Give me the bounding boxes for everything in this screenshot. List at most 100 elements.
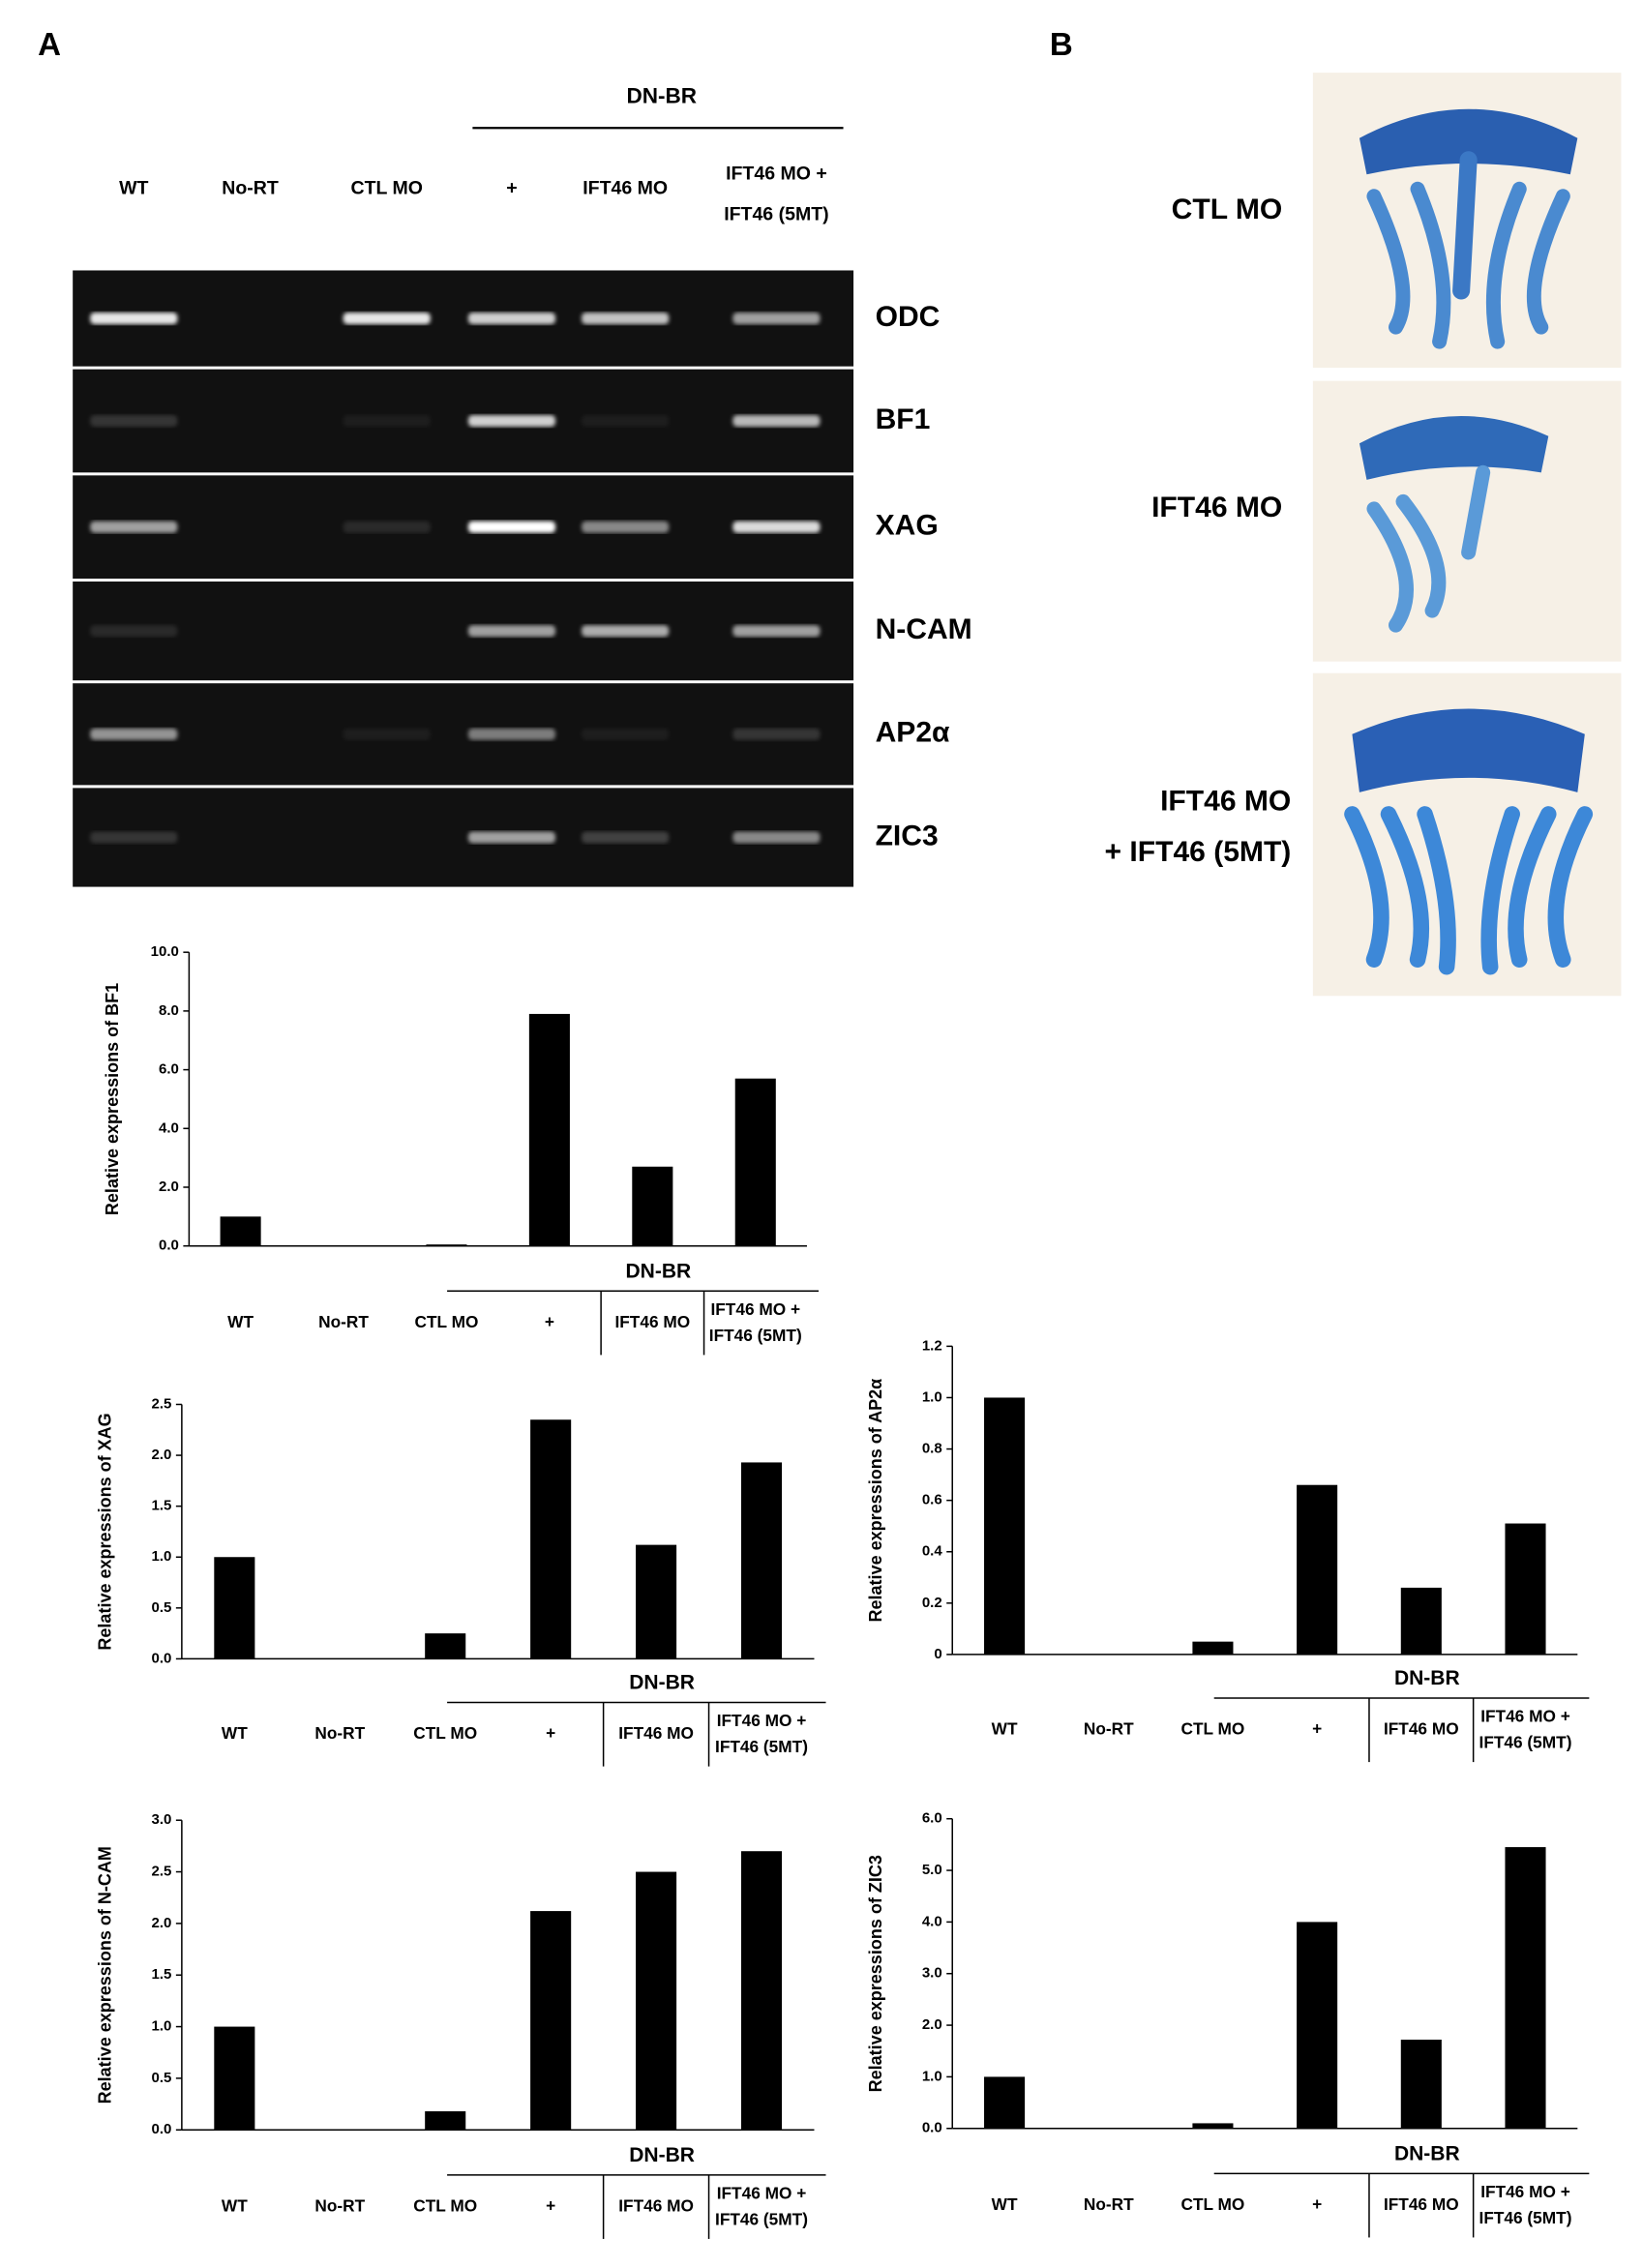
image-label: IFT46 MO (1151, 492, 1282, 523)
gel-band (582, 625, 670, 638)
gel-band (582, 414, 670, 428)
bar (1505, 1847, 1546, 2129)
y-tick-label: 3.0 (151, 1811, 171, 1828)
y-tick-label: 1.0 (922, 1388, 942, 1405)
gel-band (582, 728, 670, 740)
bar (984, 2076, 1026, 2129)
lane-label: + (506, 177, 517, 198)
gel-band (90, 831, 178, 844)
x-tick-label: IFT46 MO + IFT46 (5MT) (1479, 1706, 1572, 1751)
y-tick-label: 0.4 (922, 1543, 943, 1560)
x-tick-label: IFT46 MO (614, 1312, 690, 1331)
x-tick-label: No-RT (1084, 1719, 1134, 1739)
y-tick-label: 2.0 (159, 1179, 179, 1195)
y-tick-label: 10.0 (151, 943, 179, 960)
gel-band (467, 414, 556, 428)
y-tick-label: 1.5 (151, 1498, 171, 1514)
gene-label: AP2α (876, 717, 950, 749)
bar (220, 1216, 261, 1246)
y-tick-label: 1.0 (922, 2068, 942, 2084)
gel-band (343, 728, 431, 740)
bar (1192, 2123, 1234, 2129)
group-label: DN-BR (625, 1260, 691, 1282)
bar (528, 1013, 570, 1246)
y-tick-label: 2.0 (151, 1447, 171, 1463)
gel-band (90, 728, 178, 740)
lane-label: IFT46 MO (583, 177, 668, 198)
gel-band (582, 521, 670, 533)
lane-label: WT (119, 177, 148, 198)
x-tick-label: + (546, 2195, 555, 2215)
gene-label: N-CAM (876, 613, 972, 645)
image-label: + IFT46 (5MT) (1105, 836, 1292, 868)
gel-band (732, 313, 821, 325)
y-tick-label: 5.0 (922, 1862, 942, 1878)
x-tick-label: WT (222, 1723, 248, 1743)
x-tick-label: WT (992, 1719, 1018, 1739)
y-tick-label: 0.0 (922, 2120, 942, 2136)
gel-band (343, 414, 431, 428)
x-tick-label: IFT46 MO (1384, 1719, 1459, 1739)
x-tick-label: CTL MO (415, 1312, 479, 1331)
x-tick-label: WT (222, 2195, 248, 2215)
gel-band (90, 414, 178, 428)
x-tick-label: + (546, 1723, 555, 1743)
y-axis-label: Relative expressions of ZIC3 (866, 1855, 885, 2092)
panel-letter: A (38, 27, 61, 63)
bar (425, 2111, 466, 2131)
image-label: CTL MO (1172, 194, 1283, 225)
lane-label: CTL MO (351, 177, 423, 198)
y-tick-label: 0.5 (151, 1599, 171, 1616)
y-axis-label: Relative expressions of XAG (96, 1413, 115, 1650)
y-tick-label: 4.0 (922, 1913, 942, 1929)
bar (636, 1544, 677, 1659)
gel-band (90, 625, 178, 638)
y-tick-label: 0.0 (151, 2121, 171, 2137)
gel-band (90, 313, 178, 325)
y-tick-label: 0.2 (922, 1595, 942, 1611)
gene-label: ZIC3 (876, 820, 939, 851)
y-tick-label: 3.0 (922, 1965, 942, 1982)
y-tick-label: 0.5 (151, 2070, 171, 2086)
x-tick-label: No-RT (314, 2195, 365, 2215)
y-tick-label: 2.5 (151, 1395, 171, 1412)
x-tick-label: No-RT (314, 1723, 365, 1743)
gel-strip (73, 475, 854, 580)
x-tick-label: + (545, 1312, 554, 1331)
x-tick-label: IFT46 MO (618, 1723, 694, 1743)
y-tick-label: 0.8 (922, 1441, 942, 1457)
x-tick-label: + (1312, 2194, 1322, 2214)
bar (734, 1078, 776, 1246)
y-tick-label: 0.0 (159, 1238, 179, 1254)
y-axis-label: Relative expressions of AP2α (866, 1379, 885, 1623)
x-tick-label: No-RT (318, 1312, 369, 1331)
bar (740, 1851, 783, 2131)
y-tick-label: 1.5 (151, 1966, 171, 1983)
bar (1400, 1587, 1442, 1655)
bar (984, 1397, 1026, 1655)
gel-band (582, 313, 670, 325)
x-tick-label: CTL MO (1181, 1719, 1245, 1739)
x-tick-label: IFT46 MO (1384, 2194, 1459, 2214)
gene-label: ODC (876, 301, 941, 333)
gel-strip (73, 369, 854, 473)
x-tick-label: CTL MO (413, 1723, 477, 1743)
gel-band (90, 521, 178, 533)
bar (214, 1557, 255, 1659)
panel-letter: B (1050, 27, 1073, 63)
bar (740, 1462, 783, 1659)
bar (1297, 1922, 1338, 2129)
gel-band (732, 521, 821, 533)
gel-band (732, 414, 821, 428)
bar (636, 1871, 677, 2131)
y-tick-label: 0.6 (922, 1492, 942, 1508)
y-tick-label: 6.0 (159, 1061, 179, 1078)
group-label: DN-BR (1394, 2142, 1460, 2164)
y-tick-label: 0 (934, 1646, 941, 1662)
gel-band (467, 831, 556, 844)
group-label: DN-BR (629, 1672, 695, 1694)
image-label: IFT46 MO (1160, 785, 1291, 817)
x-tick-label: CTL MO (413, 2195, 477, 2215)
y-tick-label: 0.0 (151, 1650, 171, 1666)
x-tick-label: IFT46 MO + IFT46 (5MT) (1479, 2181, 1572, 2226)
